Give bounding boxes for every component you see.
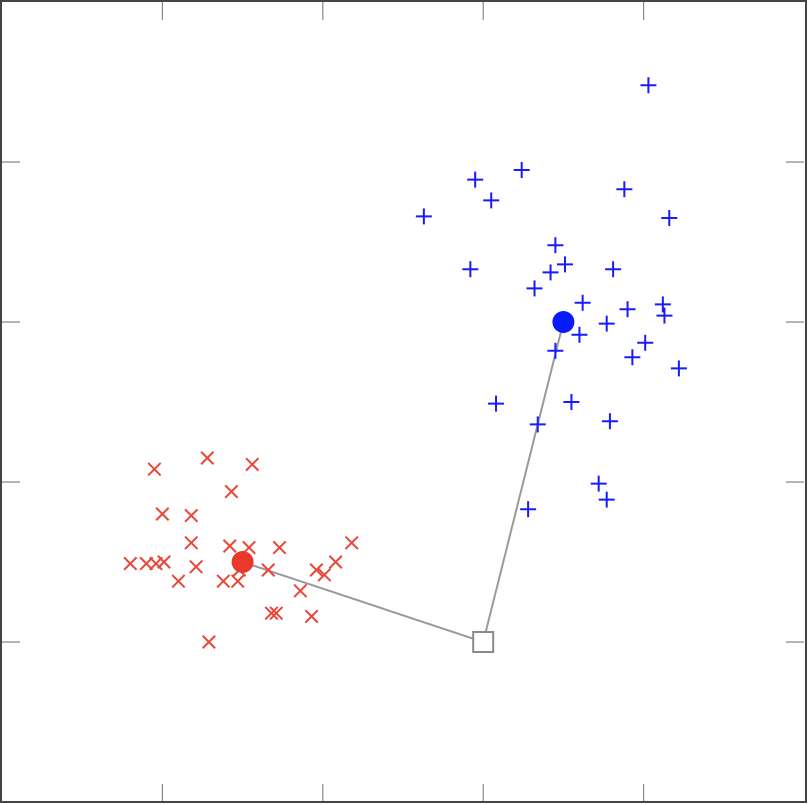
x-marker — [201, 635, 216, 649]
plus-marker — [571, 326, 588, 343]
x-marker-b — [309, 563, 324, 577]
plus-marker — [526, 280, 543, 297]
x-marker-b — [272, 540, 287, 555]
plus-marker — [590, 475, 607, 492]
x-marker-b — [224, 484, 239, 499]
x-marker — [200, 451, 215, 465]
x-marker-b — [245, 457, 260, 472]
x-marker — [230, 574, 245, 589]
x-marker-b — [328, 555, 343, 569]
x-marker — [155, 507, 170, 521]
x-marker — [184, 535, 199, 550]
x-marker-b — [200, 451, 215, 465]
x-marker — [317, 567, 332, 582]
plus-marker — [547, 237, 564, 254]
plus-marker — [598, 315, 615, 332]
plus-marker — [624, 349, 641, 366]
plus-marker — [483, 192, 500, 209]
x-marker-b — [269, 606, 284, 621]
x-marker — [157, 555, 171, 569]
x-marker — [216, 574, 231, 589]
plus-marker — [547, 342, 564, 359]
x-marker — [222, 539, 237, 553]
x-marker-b — [171, 574, 186, 589]
x-marker — [189, 559, 204, 574]
connector-line — [482, 321, 565, 643]
x-marker-b — [230, 574, 245, 589]
x-marker-b — [123, 556, 138, 571]
x-marker — [224, 484, 239, 499]
x-marker — [304, 609, 319, 624]
x-marker — [309, 563, 324, 577]
plus-marker — [598, 491, 615, 508]
x-marker-b — [304, 609, 319, 624]
plus-marker — [661, 210, 678, 226]
x-marker — [328, 555, 343, 569]
x-marker-b — [184, 535, 199, 550]
data-markers — [123, 77, 687, 649]
plus-marker — [640, 77, 657, 94]
connector-lines — [242, 321, 565, 643]
centroid-markers — [231, 311, 575, 573]
x-marker — [147, 462, 162, 477]
plus-marker — [513, 162, 530, 178]
x-marker — [245, 457, 260, 472]
plus-marker — [656, 307, 673, 324]
x-marker-b — [344, 535, 359, 550]
plus-marker — [467, 171, 484, 188]
x-marker-b — [157, 555, 171, 569]
plus-marker — [488, 395, 505, 412]
x-marker-b — [216, 574, 231, 589]
plus-marker — [670, 360, 687, 377]
x-marker-b — [147, 462, 162, 477]
plus-marker — [605, 261, 622, 278]
x-marker-b — [201, 635, 216, 649]
x-marker — [261, 563, 276, 577]
x-marker — [269, 606, 284, 621]
x-marker — [272, 540, 287, 555]
x-marker — [123, 556, 138, 571]
plus-marker — [619, 301, 636, 318]
x-marker-b — [155, 507, 170, 521]
plus-marker — [529, 416, 546, 433]
centroid-dot — [231, 551, 254, 573]
plus-marker — [520, 501, 537, 518]
x-marker — [184, 508, 199, 523]
x-marker — [293, 583, 308, 598]
plus-marker — [415, 208, 432, 225]
x-marker-b — [293, 583, 308, 598]
x-marker-b — [264, 606, 279, 621]
plus-marker — [557, 256, 574, 273]
plus-marker — [637, 334, 654, 351]
x-marker-b — [261, 563, 276, 577]
plus-marker — [601, 413, 618, 430]
plus-marker — [563, 394, 580, 410]
centroid-dot — [552, 311, 575, 333]
x-marker — [344, 535, 359, 550]
plus-marker — [542, 264, 559, 281]
plus-marker — [616, 181, 633, 198]
query-point-group — [472, 631, 495, 653]
x-marker-b — [222, 539, 237, 553]
x-marker-b — [189, 559, 204, 574]
x-marker — [171, 574, 186, 589]
plus-marker — [462, 261, 479, 278]
x-marker-b — [184, 508, 199, 523]
query-point-square — [472, 631, 495, 653]
plus-marker — [654, 296, 671, 313]
x-marker — [264, 606, 279, 621]
x-marker-b — [317, 567, 332, 582]
connector-line — [242, 561, 484, 643]
plus-marker — [574, 294, 591, 311]
